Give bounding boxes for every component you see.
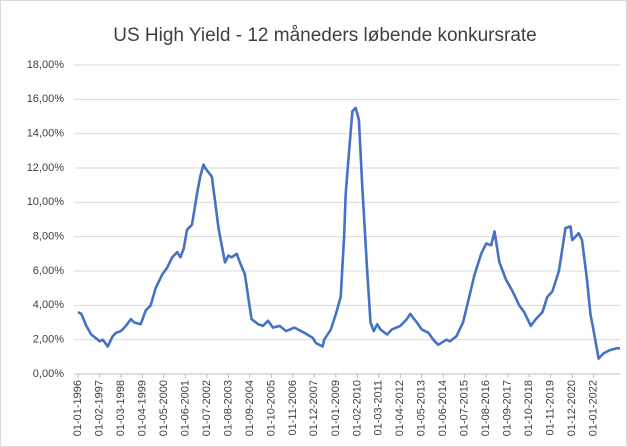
x-tick-label: 01-02-1997 [93,380,105,436]
y-tick-label: 2,00% [33,334,64,346]
y-tick-label: 6,00% [33,265,64,277]
x-tick-label: 01-11-2019 [545,380,557,435]
x-tick-label: 01-01-2009 [330,380,342,436]
x-tick-label: 01-05-2000 [158,380,170,436]
x-tick-label: 01-01-1996 [72,380,84,436]
x-tick-label: 01-08-2016 [480,380,492,436]
y-tick-label: 12,00% [27,162,65,174]
x-tick-label: 01-03-1998 [115,380,127,436]
y-tick-label: 0,00% [33,368,64,380]
x-tick-label: 01-11-2006 [287,380,299,435]
x-tick-label: 01-04-1999 [136,380,148,436]
y-tick-label: 8,00% [33,231,64,243]
y-tick-label: 16,00% [27,93,65,105]
x-tick-label: 01-01-2022 [588,380,600,436]
x-tick-label: 01-09-2017 [502,380,514,436]
line-series [77,106,620,360]
x-tick-label: 01-08-2003 [222,380,234,436]
x-tick-label: 01-07-2015 [459,380,471,436]
x-tick-label: 01-12-2007 [308,380,320,436]
x-tick-label: 01-12-2020 [566,380,578,436]
x-tick-label: 01-02-2010 [351,380,363,436]
x-tick-label: 01-09-2004 [244,380,256,436]
x-tick-label: 01-06-2001 [179,380,191,436]
x-tick-label: 01-07-2002 [201,380,213,436]
chart-title: US High Yield - 12 måneders løbende konk… [113,25,537,46]
y-tick-label: 14,00% [27,128,65,140]
y-tick-label: 4,00% [33,299,64,311]
x-tick-label: 01-10-2005 [265,380,277,436]
y-tick-label: 10,00% [27,196,65,208]
x-tick-label: 01-04-2012 [394,380,406,436]
x-tick-label: 01-10-2018 [523,380,535,436]
x-tick-label: 01-05-2013 [416,380,428,436]
y-tick-label: 18,00% [27,59,65,71]
x-tick-label: 01-03-2011 [373,380,385,435]
x-tick-label: 01-06-2014 [437,380,449,436]
